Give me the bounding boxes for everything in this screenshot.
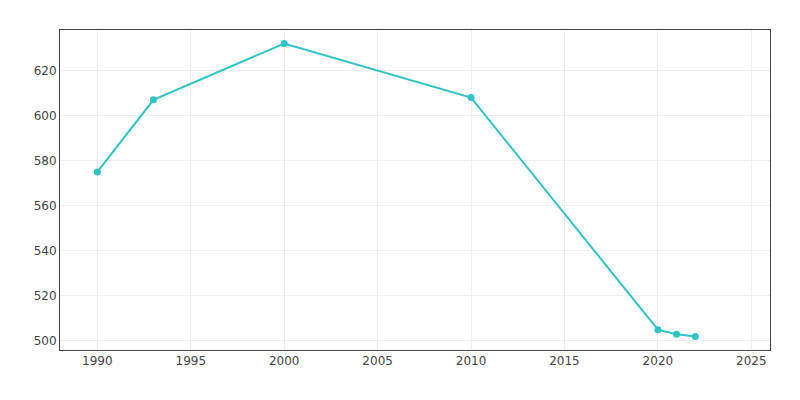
svg-text:1990: 1990 [82,354,113,368]
svg-text:620: 620 [34,64,57,78]
svg-text:1995: 1995 [176,354,207,368]
svg-text:2000: 2000 [269,354,300,368]
svg-text:2015: 2015 [549,354,580,368]
svg-text:580: 580 [34,154,57,168]
svg-text:520: 520 [34,289,57,303]
svg-text:2010: 2010 [456,354,487,368]
svg-text:2025: 2025 [736,354,767,368]
svg-text:500: 500 [34,334,57,348]
svg-text:560: 560 [34,199,57,213]
svg-text:2020: 2020 [643,354,674,368]
svg-text:600: 600 [34,109,57,123]
svg-text:2005: 2005 [362,354,393,368]
svg-text:540: 540 [34,244,57,258]
